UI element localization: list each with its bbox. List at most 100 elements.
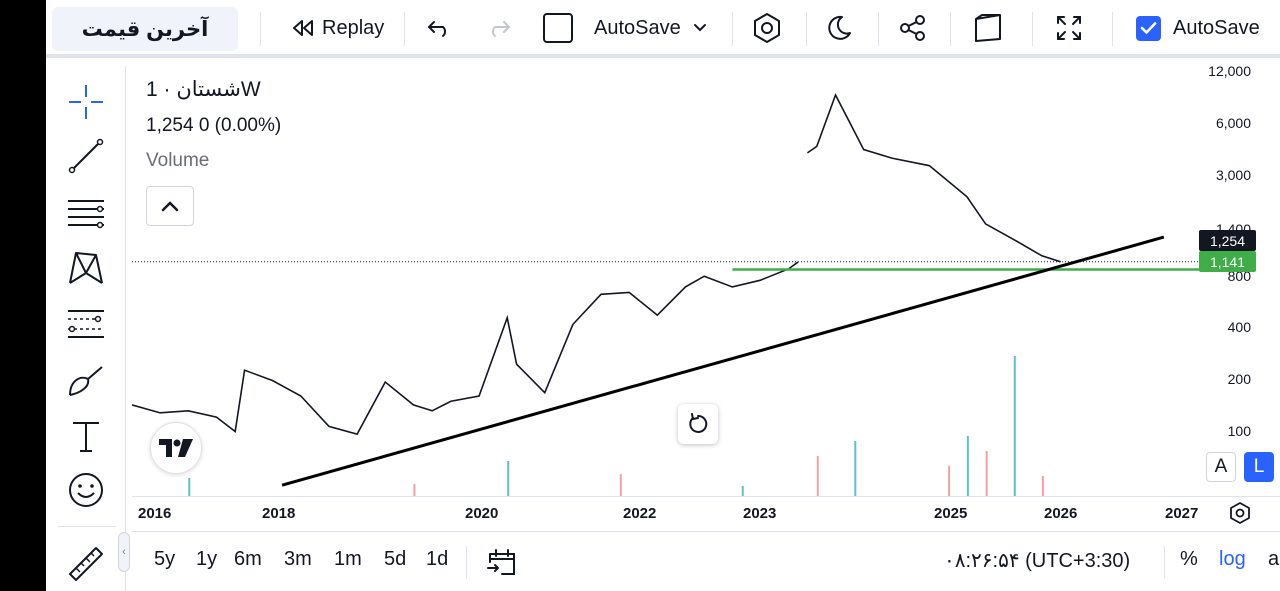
autosave-toggle[interactable]: AutoSave [1136,0,1260,56]
legend-separator: · [157,78,171,101]
volume-bar [948,466,951,496]
brush-tool[interactable] [66,360,106,400]
autosave-checkbox-label: AutoSave [1173,16,1260,39]
legend-collapse-button[interactable] [146,186,194,226]
top-toolbar: آخرین قیمت Replay AutoSave [46,0,1280,58]
settings-button[interactable] [750,0,784,56]
calendar-goto-icon [487,549,515,575]
ruler-tool[interactable] [66,544,106,584]
checkmark-icon [1140,22,1157,34]
fib-retracement-icon [68,200,104,229]
legend-price-row: 1,254 0 (0.00%) [146,115,281,137]
crosshair-icon [69,85,103,119]
pattern-tool[interactable] [66,248,106,288]
range-1m-button[interactable]: 1m [334,548,362,570]
fullscreen-icon [1057,16,1081,40]
toolbar-divider [732,12,733,46]
collapse-toolbar-tab[interactable]: ‹ [118,532,130,572]
autosave-dropdown[interactable]: AutoSave [594,0,707,56]
range-5y-button[interactable]: 5y [154,548,176,570]
chart-app: آخرین قیمت Replay AutoSave [46,0,1280,591]
bottom-divider [1164,546,1165,578]
time-axis-label: 2023 [743,505,777,522]
price-axis-label: 800 [1227,268,1251,284]
trendline-drawing [281,235,1165,487]
time-axis-label: 2025 [934,505,968,522]
toolbar-divider [878,12,879,46]
price-axis-label: 12,000 [1208,63,1251,79]
range-5d-button[interactable]: 5d [384,548,407,570]
axis-settings-button[interactable] [1228,501,1252,530]
layout-button[interactable] [542,0,574,56]
redo-icon [492,21,510,37]
toolbar-divider [404,12,405,46]
chart-legend-title: شستان · 1W [146,77,261,102]
time-axis[interactable]: 2016 2018 2020 2022 2023 2025 2026 2027 [132,496,1280,530]
moon-icon [828,15,851,40]
square-layout-icon [543,13,573,43]
price-axis-label: 6,000 [1215,115,1251,131]
time-axis-label: 2026 [1044,505,1078,522]
toolbar-divider [1032,12,1033,46]
reset-chart-button[interactable] [678,404,718,444]
percent-scale-button[interactable]: % [1180,548,1198,570]
trendline-tool[interactable] [66,136,106,176]
price-axis-label: 200 [1227,371,1251,387]
chevron-down-icon [693,24,706,32]
fib-tool[interactable] [66,192,106,232]
range-1d-button[interactable]: 1d [426,548,449,570]
auto-toggle-button[interactable]: auto [1268,548,1280,570]
projection-tool[interactable] [66,304,106,344]
reset-icon [689,413,708,433]
symbol-search-button[interactable]: آخرین قیمت [52,7,238,51]
log-scale-button[interactable]: L [1244,452,1274,482]
auto-scale-button[interactable]: A [1206,452,1236,482]
tools-divider [58,526,116,527]
legend-interval: 1W [146,78,261,101]
undo-icon [428,21,446,37]
tradingview-logo-icon [159,439,193,457]
legend-symbol: شستان [176,78,241,101]
legend-volume[interactable]: Volume [146,150,210,171]
pattern-icon [69,252,103,284]
range-6m-button[interactable]: 6m [234,548,262,570]
price-axis-label: 3,000 [1215,167,1251,183]
text-icon [73,422,99,452]
time-axis-label: 2022 [623,505,657,522]
log-toggle-button[interactable]: log [1219,548,1246,570]
dark-mode-button[interactable] [824,0,854,56]
volume-bar [619,474,622,496]
range-3m-button[interactable]: 3m [284,548,312,570]
goto-date-button[interactable] [486,546,518,583]
redo-button[interactable] [484,0,512,56]
horizontal-line-price-tag[interactable]: 1,141 [1199,251,1256,272]
legend-price: 1,254 [146,115,194,136]
volume-bar [1041,476,1044,496]
autosave-dropdown-label: AutoSave [594,16,681,39]
volume-bar [741,486,744,496]
tradingview-logo[interactable] [150,422,202,474]
ruler-icon [69,547,103,581]
chevron-left-icon: ‹ [122,546,126,558]
autosave-checkbox[interactable] [1136,15,1161,41]
range-1y-button[interactable]: 1y [196,548,218,570]
hexagon-settings-icon [754,13,780,43]
snapshot-button[interactable] [972,0,1004,56]
toolbar-divider [806,12,807,46]
price-series-line [132,261,799,436]
share-button[interactable] [898,0,928,56]
replay-button[interactable]: Replay [290,0,384,56]
price-chart[interactable] [132,66,1280,531]
time-axis-label: 2016 [138,505,172,522]
timezone-clock[interactable]: ۰۸:۲۶:۵۴ (UTC+3:30) [944,550,1131,572]
fullscreen-button[interactable] [1054,0,1084,56]
undo-button[interactable] [426,0,454,56]
time-axis-label: 2027 [1165,505,1199,522]
volume-bar [816,456,819,496]
text-tool[interactable] [66,416,106,456]
crosshair-tool[interactable] [66,82,106,122]
emoji-tool[interactable] [66,470,106,510]
toolbar-divider [950,12,951,46]
bottom-divider [466,546,467,578]
price-series-line [806,92,1061,263]
